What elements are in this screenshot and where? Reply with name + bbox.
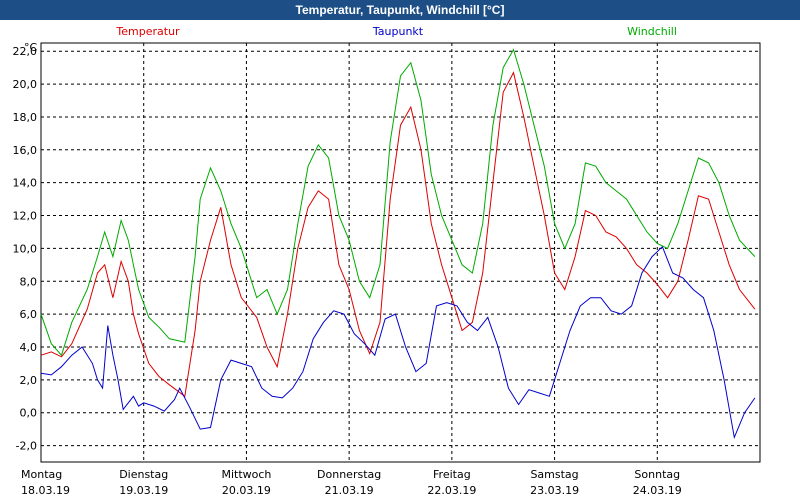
y-tick-label: 16,0	[13, 144, 38, 157]
series-line-windchill	[40, 48, 756, 357]
y-axis-unit: °C	[24, 41, 38, 54]
y-tick-label: 18,0	[13, 111, 38, 124]
y-tick-label: 14,0	[13, 177, 38, 190]
x-tick-day: Samstag	[530, 468, 578, 481]
y-tick-label: 20,0	[13, 78, 38, 91]
legend-taupunkt: Taupunkt	[372, 25, 424, 38]
y-tick-label: 22,0	[13, 45, 38, 58]
y-tick-label: 8,0	[20, 275, 38, 288]
y-tick-label: 0,0	[20, 407, 38, 420]
series-line-temperatur	[40, 71, 756, 398]
y-tick-label: 10,0	[13, 242, 38, 255]
x-tick-day: Dienstag	[119, 468, 168, 481]
y-tick-label: 12,0	[13, 210, 38, 223]
series-lines	[40, 48, 756, 440]
series-line-taupunkt	[40, 245, 756, 440]
x-axis-labels: Montag 18.03.19 Dienstag 19.03.19 Mittwoch 20…	[21, 468, 682, 497]
y-tick-label: 6,0	[20, 308, 38, 321]
x-tick-date: 24.03.19	[633, 484, 682, 497]
plot-frame	[40, 42, 761, 463]
x-tick-date: 22.03.19	[427, 484, 476, 497]
x-tick-day: Freitag	[433, 468, 471, 481]
x-tick-date: 21.03.19	[325, 484, 374, 497]
y-tick-label: -2,0	[16, 440, 37, 453]
x-tick-day: Donnerstag	[317, 468, 381, 481]
x-tick-date: 20.03.19	[222, 484, 271, 497]
x-tick-day: Sonntag	[634, 468, 680, 481]
chart-title: Temperatur, Taupunkt, Windchill [°C]	[0, 0, 800, 20]
legend-windchill: Windchill	[627, 25, 677, 38]
chart-canvas: 22,0 20,0 18,0 16,0 14,0 12,0 10,0 8,0 6,0 4,0 2,0…	[13, 25, 761, 497]
legend-temperatur: Temperatur	[115, 25, 180, 38]
y-tick-label: 2,0	[20, 374, 38, 387]
y-tick-label: 4,0	[20, 341, 38, 354]
x-tick-date: 23.03.19	[530, 484, 579, 497]
x-tick-date: 19.03.19	[119, 484, 168, 497]
x-tick-day: Montag	[21, 468, 62, 481]
x-tick-date: 18.03.19	[21, 484, 70, 497]
x-tick-day: Mittwoch	[221, 468, 271, 481]
y-axis-labels: 22,0 20,0 18,0 16,0 14,0 12,0 10,0 8,0 6,0 4,0 2,0…	[13, 45, 38, 452]
grid	[41, 43, 760, 462]
